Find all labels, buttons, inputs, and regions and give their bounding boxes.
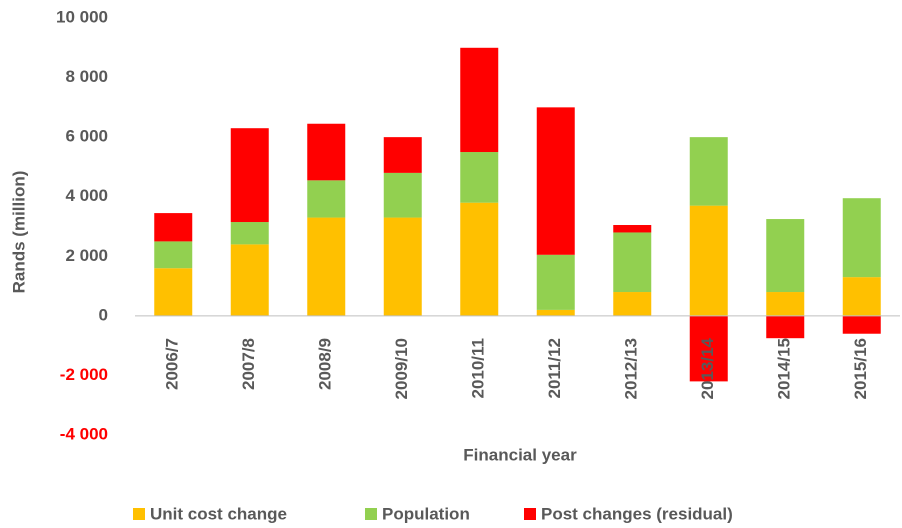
bar-segment — [536, 254, 575, 310]
x-tick-label: 2011/12 — [545, 338, 564, 399]
x-axis-title: Financial year — [463, 445, 577, 464]
bar-segment — [230, 128, 269, 223]
bar-segment — [460, 202, 499, 316]
bar-segment — [536, 107, 575, 255]
x-tick-label: 2015/16 — [851, 338, 870, 399]
bar-segment — [766, 219, 805, 293]
bar-segment — [307, 217, 346, 316]
y-tick-label: 8 000 — [65, 67, 108, 86]
legend-swatch — [524, 508, 536, 520]
bar-segment — [842, 315, 881, 334]
bar-segment — [154, 241, 193, 269]
bar-segment — [689, 315, 728, 382]
bar-segment — [536, 309, 575, 316]
y-axis-title: Rands (million) — [9, 171, 28, 294]
x-tick-label: 2013/14 — [698, 337, 717, 399]
y-tick-label: 0 — [99, 305, 108, 324]
legend-label: Post changes (residual) — [541, 504, 733, 523]
y-tick-label: 10 000 — [56, 7, 108, 26]
legend-swatch — [365, 508, 377, 520]
x-tick-label: 2007/8 — [239, 338, 258, 390]
legend-label: Unit cost change — [150, 504, 287, 523]
y-tick-label: 4 000 — [65, 186, 108, 205]
x-tick-label: 2014/15 — [775, 338, 794, 399]
x-tick-label: 2009/10 — [392, 338, 411, 399]
y-tick-label: 6 000 — [65, 127, 108, 146]
bar-segment — [383, 137, 422, 173]
bar-segment — [613, 225, 652, 233]
x-tick-label: 2012/13 — [622, 338, 641, 399]
bar-segment — [689, 205, 728, 316]
bar-segment — [383, 217, 422, 316]
bar-segment — [689, 137, 728, 206]
x-tick-label: 2008/9 — [316, 338, 335, 390]
bar-segment — [460, 152, 499, 203]
bar-segment — [842, 277, 881, 316]
bar-segment — [230, 222, 269, 245]
bar-segment — [307, 123, 346, 181]
bar-segment — [154, 268, 193, 316]
y-tick-label: 2 000 — [65, 246, 108, 265]
bar-segment — [307, 180, 346, 218]
legend-label: Population — [382, 504, 470, 523]
bar-segment — [842, 198, 881, 278]
bar-segment — [460, 47, 499, 153]
y-tick-label: -4 000 — [60, 424, 108, 443]
y-tick-label: -2 000 — [60, 365, 108, 384]
bar-segment — [613, 292, 652, 316]
x-tick-label: 2010/11 — [469, 338, 488, 399]
bar-segment — [766, 315, 805, 339]
bar-segment — [766, 292, 805, 316]
legend-swatch — [133, 508, 145, 520]
bar-segment — [230, 244, 269, 316]
bar-segment — [613, 232, 652, 293]
x-tick-label: 2006/7 — [163, 338, 182, 390]
bar-segment — [154, 213, 193, 242]
bar-segment — [383, 172, 422, 218]
